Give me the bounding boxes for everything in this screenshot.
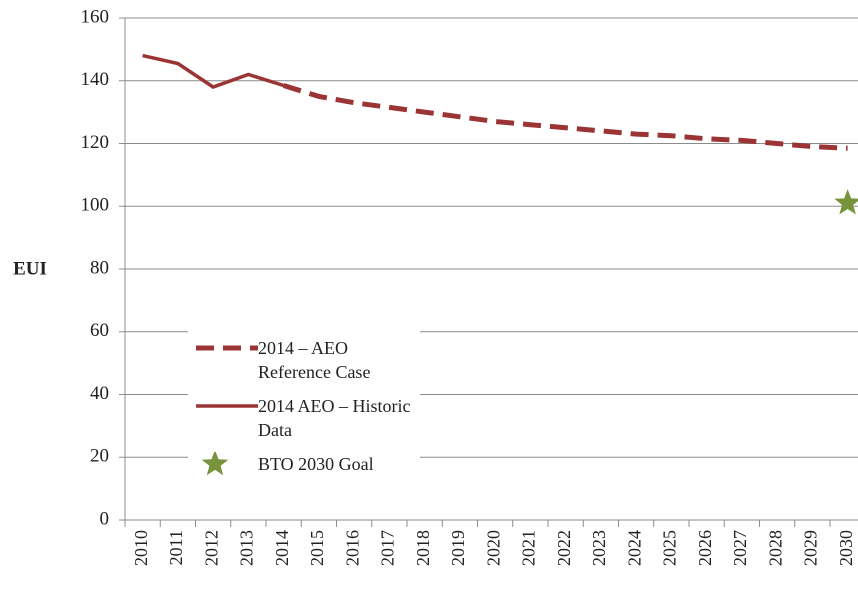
x-tick-label: 2024	[624, 530, 644, 566]
legend-entry: BTO 2030 Goal	[188, 452, 420, 476]
x-tick-label: 2019	[448, 530, 468, 566]
y-tick-label: 100	[81, 195, 110, 216]
y-tick-label: 0	[100, 508, 110, 529]
legend-label: 2014 – AEO Reference Case	[258, 338, 371, 382]
y-tick-label: 80	[90, 257, 109, 278]
legend: 2014 – AEO Reference Case 2014 AEO – Hist…	[188, 326, 420, 492]
x-tick-label: 2016	[342, 530, 362, 566]
x-tick-label: 2014	[272, 530, 292, 566]
x-tick-label: 2011	[166, 530, 186, 565]
x-tick-label: 2013	[237, 530, 257, 566]
x-tick-label: 2025	[660, 530, 680, 566]
legend-swatch	[196, 404, 258, 408]
series-line	[282, 83, 848, 151]
legend-entry: 2014 AEO – Historic Data	[188, 394, 420, 442]
x-tick-label: 2020	[483, 530, 503, 566]
x-tick-label: 2028	[765, 530, 785, 566]
x-tick-label: 2017	[378, 530, 398, 566]
x-tick-label: 2026	[695, 530, 715, 566]
x-tick-label: 2018	[413, 530, 433, 566]
y-tick-label: 140	[81, 69, 110, 90]
y-tick-label: 20	[90, 446, 109, 467]
x-tick-label: 2015	[307, 530, 327, 566]
x-tick-label: 2021	[519, 530, 539, 566]
goal-marker	[834, 189, 858, 215]
legend-entry: 2014 – AEO Reference Case	[188, 336, 420, 384]
x-tick-label: 2029	[801, 530, 821, 566]
x-tick-label: 2022	[554, 530, 574, 566]
series-line	[142, 53, 285, 89]
x-tick-label: 2027	[730, 530, 750, 566]
legend-swatch	[196, 345, 258, 351]
y-tick-label: 120	[81, 132, 110, 153]
x-tick-label: 2010	[131, 530, 151, 566]
x-tick-label: 2030	[836, 530, 856, 566]
legend-label: BTO 2030 Goal	[258, 454, 374, 474]
legend-label: 2014 AEO – Historic Data	[258, 396, 411, 440]
y-tick-label: 40	[90, 383, 109, 404]
legend-swatch	[201, 452, 229, 476]
x-tick-label: 2012	[201, 530, 221, 566]
y-axis-label: EUI	[13, 258, 47, 279]
x-tick-label: 2023	[589, 530, 609, 566]
y-tick-label: 60	[90, 320, 109, 341]
y-tick-label: 160	[81, 6, 110, 27]
legend-star	[201, 452, 229, 476]
